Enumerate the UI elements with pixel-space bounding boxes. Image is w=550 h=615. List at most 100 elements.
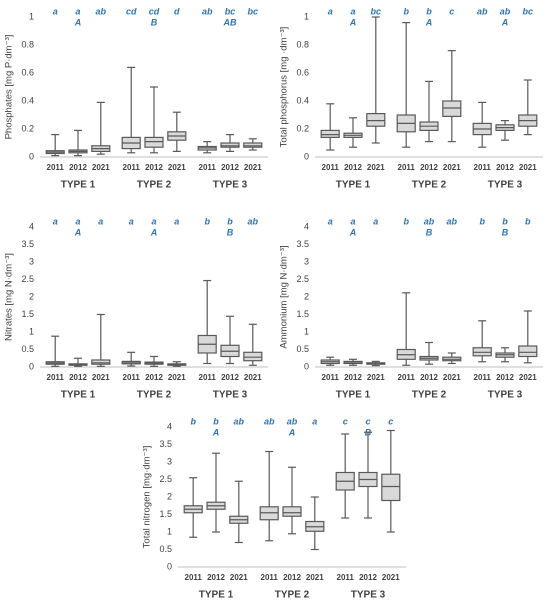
x-tick-label: 2021 bbox=[443, 163, 461, 172]
group-letter: AB bbox=[223, 17, 237, 27]
x-tick-label: 2012 bbox=[207, 573, 225, 582]
group-letter: A bbox=[501, 17, 509, 27]
x-tick-label: 2021 bbox=[367, 163, 385, 172]
x-tick-label: 2011 bbox=[185, 573, 203, 582]
y-tick-label: 3 bbox=[167, 456, 172, 466]
y-tick-label: 2.5 bbox=[296, 274, 309, 284]
group-label: TYPE 1 bbox=[199, 590, 234, 601]
y-tick-label: 3 bbox=[304, 256, 309, 266]
y-tick-label: 4 bbox=[29, 221, 34, 231]
x-tick-label: 2011 bbox=[123, 163, 141, 172]
group-letter: B bbox=[151, 17, 158, 27]
x-tick-label: 2012 bbox=[344, 373, 362, 382]
x-tick-label: 2011 bbox=[474, 163, 492, 172]
box bbox=[91, 359, 111, 365]
group-label: TYPE 2 bbox=[137, 180, 172, 191]
box-letter: c bbox=[365, 416, 370, 426]
group-letter: B bbox=[227, 227, 234, 237]
x-tick-label: 2011 bbox=[47, 373, 65, 382]
box-letter: b bbox=[502, 216, 508, 226]
box bbox=[282, 506, 302, 517]
x-tick-label: 2011 bbox=[398, 163, 416, 172]
group-letter: B bbox=[426, 227, 433, 237]
x-tick-label: 2012 bbox=[145, 163, 163, 172]
box-letter: ab bbox=[202, 6, 213, 16]
box-letter: a bbox=[373, 216, 378, 226]
group-letter: A bbox=[349, 227, 357, 237]
y-tick-label: 1 bbox=[304, 326, 309, 336]
box-letter: a bbox=[174, 216, 179, 226]
box-letter: ab bbox=[500, 6, 511, 16]
box-letter: ab bbox=[264, 416, 275, 426]
y-tick-label: 0.2 bbox=[21, 123, 34, 133]
box-letter: a bbox=[129, 216, 134, 226]
y-tick-label: 2 bbox=[167, 491, 172, 501]
box-letter: b bbox=[403, 6, 409, 16]
box-letter: ab bbox=[424, 216, 435, 226]
group-label: TYPE 3 bbox=[213, 180, 248, 191]
box-letter: ab bbox=[477, 6, 488, 16]
box-letter: a bbox=[75, 6, 80, 16]
box-letter: a bbox=[98, 216, 103, 226]
panel: Phosphates [mg P·dm⁻³] 0 0.2 0.4 0.6 0.8 1 TYPE… bbox=[4, 6, 268, 191]
box-letter: b bbox=[525, 216, 531, 226]
y-tick-label: 1 bbox=[29, 11, 34, 21]
box-letter: a bbox=[328, 216, 333, 226]
x-tick-label: 2021 bbox=[168, 163, 186, 172]
y-tick-label: 0.5 bbox=[21, 344, 34, 354]
y-tick-label: 0.8 bbox=[21, 39, 34, 49]
x-tick-label: 2012 bbox=[69, 163, 87, 172]
y-axis-label: Nitrates [mg N·dm⁻³] bbox=[4, 253, 15, 341]
y-tick-label: 3.5 bbox=[296, 239, 309, 249]
x-tick-label: 2021 bbox=[244, 373, 262, 382]
x-tick-label: 2021 bbox=[244, 163, 262, 172]
x-tick-label: 2011 bbox=[322, 373, 340, 382]
y-axis-label: Ammonium [mg N·dm⁻³] bbox=[279, 245, 290, 348]
group-label: TYPE 3 bbox=[213, 390, 248, 401]
y-tick-label: 0.2 bbox=[296, 123, 309, 133]
x-tick-label: 2021 bbox=[382, 573, 400, 582]
y-tick-label: 1 bbox=[29, 326, 34, 336]
y-tick-label: 0 bbox=[29, 361, 34, 371]
panel: Total phosphorus [mg ·dm⁻³] 0 0.2 0.4 0.6 0.8… bbox=[279, 6, 543, 191]
y-tick-label: 1 bbox=[304, 11, 309, 21]
box bbox=[243, 142, 263, 148]
y-tick-label: 0.4 bbox=[21, 95, 34, 105]
group-letter: A bbox=[150, 227, 158, 237]
y-tick-label: 2.5 bbox=[159, 474, 172, 484]
y-tick-label: 1.5 bbox=[296, 309, 309, 319]
group-label: TYPE 1 bbox=[61, 390, 96, 401]
box-letter: b bbox=[204, 216, 210, 226]
box bbox=[220, 142, 240, 148]
box-letter: b bbox=[426, 6, 432, 16]
box bbox=[320, 129, 340, 138]
box-letter: c bbox=[388, 416, 393, 426]
box-letter: cd bbox=[149, 6, 160, 16]
y-tick-label: 2 bbox=[304, 291, 309, 301]
x-tick-label: 2021 bbox=[92, 373, 110, 382]
box-letter: b bbox=[227, 216, 233, 226]
y-tick-label: 0.8 bbox=[296, 39, 309, 49]
panel: Total nitrogen [mg·dm⁻³] 0 0.5 1 1.5 2 2.5 3 3.5… bbox=[142, 416, 406, 601]
x-tick-label: 2011 bbox=[199, 373, 217, 382]
box-letter: ab bbox=[96, 6, 107, 16]
x-tick-label: 2012 bbox=[344, 163, 362, 172]
x-tick-label: 2021 bbox=[306, 573, 324, 582]
box-letter: a bbox=[350, 216, 355, 226]
x-tick-label: 2011 bbox=[123, 373, 141, 382]
x-tick-label: 2011 bbox=[199, 163, 217, 172]
box-letter: bc bbox=[225, 6, 236, 16]
y-tick-label: 0 bbox=[167, 561, 172, 571]
box-letter: ab bbox=[234, 416, 245, 426]
group-label: TYPE 2 bbox=[137, 390, 172, 401]
x-tick-label: 2021 bbox=[367, 373, 385, 382]
group-label: TYPE 2 bbox=[275, 590, 310, 601]
x-tick-label: 2011 bbox=[322, 163, 340, 172]
x-tick-label: 2021 bbox=[519, 163, 537, 172]
y-tick-label: 0.6 bbox=[21, 67, 34, 77]
group-label: TYPE 1 bbox=[336, 390, 371, 401]
group-label: TYPE 3 bbox=[351, 590, 386, 601]
box-letter: bc bbox=[523, 6, 534, 16]
y-axis-label: Total phosphorus [mg ·dm⁻³] bbox=[279, 27, 290, 148]
